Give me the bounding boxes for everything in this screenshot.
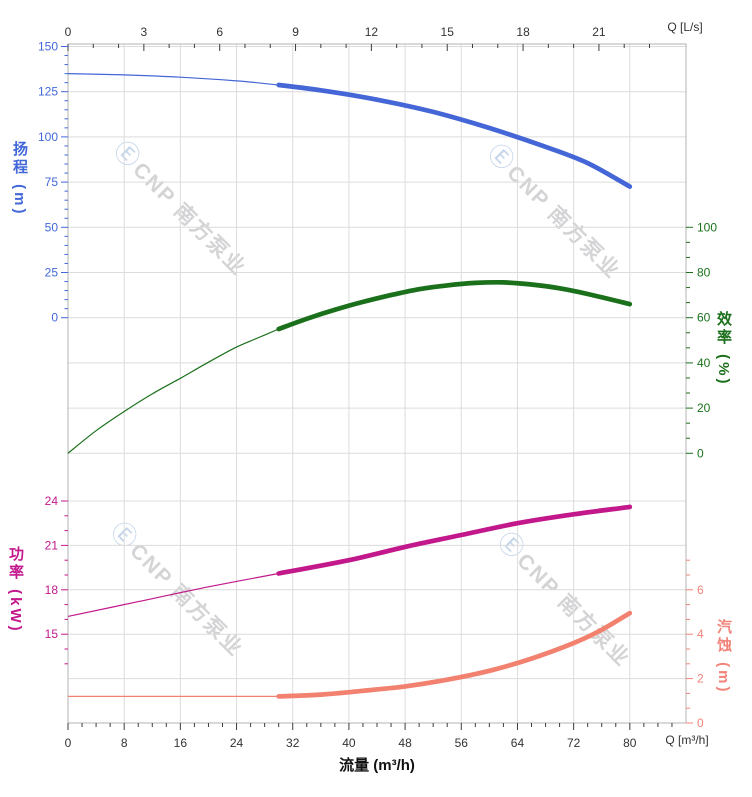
- top-tick-label: 18: [516, 25, 530, 39]
- axis-title-eff: 效率 (%): [715, 311, 732, 387]
- npsh-tick-label: 2: [697, 672, 704, 686]
- eff-tick-label: 0: [697, 446, 704, 460]
- npsh-tick-label: 0: [697, 716, 704, 730]
- eff-tick-label: 60: [697, 311, 711, 325]
- axis-title-power: 功率 (kW): [7, 546, 24, 634]
- top-tick-label: 12: [365, 25, 379, 39]
- head-tick-label: 0: [51, 311, 58, 325]
- top-tick-label: 15: [441, 25, 455, 39]
- power-tick-label: 21: [45, 538, 59, 552]
- bottom-tick-label: 80: [623, 736, 637, 750]
- head-tick-label: 100: [38, 130, 58, 144]
- head-tick-label: 150: [38, 40, 58, 54]
- power-tick-label: 18: [45, 583, 59, 597]
- eff-tick-label: 80: [697, 266, 711, 280]
- bottom-tick-label: 8: [121, 736, 128, 750]
- head-tick-label: 125: [38, 85, 58, 99]
- power-curve-thin: [67, 572, 279, 617]
- bottom-axis-unit: Q [m³/h]: [665, 733, 709, 747]
- top-tick-label: 0: [65, 25, 72, 39]
- plot-border: [67, 43, 687, 724]
- axis-title-head: 扬程 (m): [11, 141, 28, 217]
- head-curve-thick: [276, 82, 633, 189]
- bottom-tick-label: 0: [65, 736, 72, 750]
- bottom-tick-label: 72: [567, 736, 581, 750]
- power-curve-thick: [276, 504, 633, 576]
- head-tick-label: 50: [45, 220, 59, 234]
- bottom-tick-label: 64: [511, 736, 525, 750]
- head-tick-label: 25: [45, 266, 59, 280]
- eff-tick-label: 20: [697, 401, 711, 415]
- efficiency-curve-thick: [276, 279, 633, 332]
- head-tick-label: 75: [45, 175, 59, 189]
- npsh-tick-label: 4: [697, 627, 704, 641]
- efficiency-curve-thin: [67, 328, 279, 454]
- eff-tick-label: 40: [697, 356, 711, 370]
- top-tick-label: 21: [592, 25, 606, 39]
- top-axis-unit: Q [L/s]: [667, 20, 703, 34]
- head-curve-thin: [67, 73, 279, 86]
- power-tick-label: 15: [45, 627, 59, 641]
- top-tick-label: 3: [141, 25, 148, 39]
- top-tick-label: 9: [292, 25, 299, 39]
- axis-title-npsh: 汽蚀 (m): [715, 619, 732, 695]
- top-tick-label: 6: [216, 25, 223, 39]
- npsh-tick-label: 6: [697, 583, 704, 597]
- npsh-curve-thick: [276, 610, 633, 699]
- power-tick-label: 24: [45, 494, 59, 508]
- bottom-tick-label: 16: [174, 736, 188, 750]
- bottom-tick-label: 24: [230, 736, 244, 750]
- bottom-tick-label: 56: [455, 736, 469, 750]
- eff-tick-label: 100: [697, 220, 717, 234]
- x-axis-label: 流量 (m³/h): [339, 757, 415, 774]
- bottom-tick-label: 40: [342, 736, 356, 750]
- bottom-tick-label: 32: [286, 736, 300, 750]
- bottom-tick-label: 48: [398, 736, 412, 750]
